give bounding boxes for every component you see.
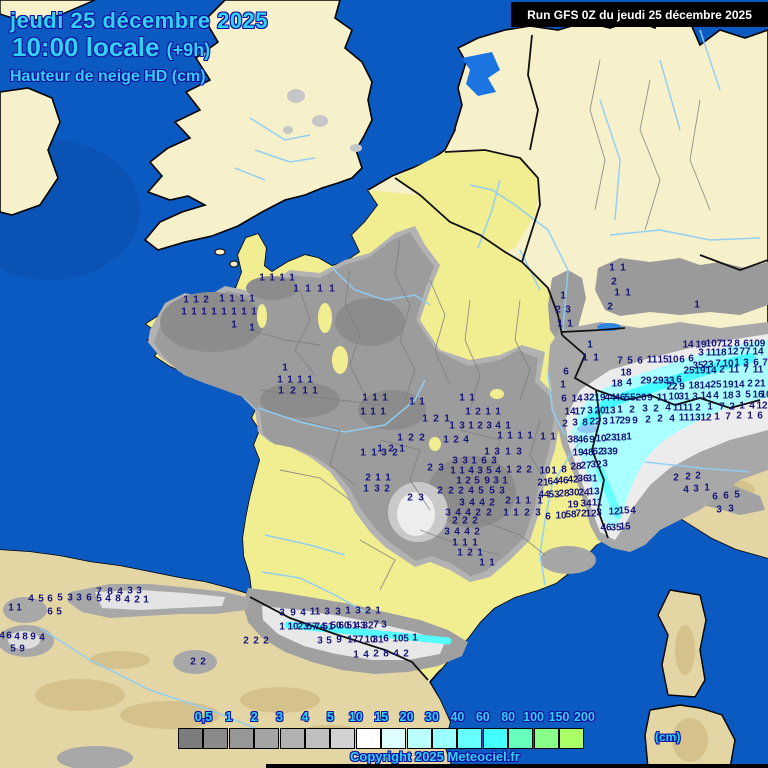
snow-blob: [57, 746, 133, 768]
alps-cyan-band: [572, 340, 768, 528]
snow-blob: [3, 597, 47, 623]
cantabrian-white: [95, 590, 225, 610]
run-info-bar: Run GFS 0Z du jeudi 25 décembre 2025: [511, 2, 768, 27]
legend-unit-label: (cm): [655, 730, 681, 744]
uk-snow-patches: [283, 89, 362, 152]
snow-blob-core: [8, 631, 40, 649]
lake-geneva: [577, 425, 599, 433]
provence-snow: [540, 546, 596, 574]
rivers: [39, 29, 761, 751]
alps-bright-core: [580, 353, 755, 430]
snow-free-spots: [257, 303, 504, 451]
channel-island: [214, 248, 226, 256]
south-germany-snow: [595, 258, 768, 316]
map-date-title: jeudi 25 décembre 2025: [10, 8, 269, 33]
great-britain: [143, 0, 373, 251]
vosges-snow: [548, 270, 586, 345]
map-time-offset: (+9h): [166, 40, 211, 60]
belgium-yellow: [395, 150, 540, 252]
copyright-text: Copyright 2025 Meteociel.fr: [350, 749, 520, 764]
ijsselmeer-lake: [462, 52, 500, 96]
ireland: [0, 87, 61, 216]
map-parameter-subtitle: Hauteur de neige HD (cm): [10, 68, 206, 85]
map-time-title: 10:00 locale (+9h): [12, 32, 210, 63]
department-borders: [249, 59, 711, 591]
channel-island: [229, 260, 239, 268]
country-borders: [249, 34, 768, 681]
scotland-corner: [0, 0, 96, 23]
snow-blob: [173, 650, 217, 674]
map-time: 10:00 locale: [12, 32, 160, 62]
bottom-black-bar: [266, 764, 768, 768]
massif-central-white: [397, 492, 435, 536]
